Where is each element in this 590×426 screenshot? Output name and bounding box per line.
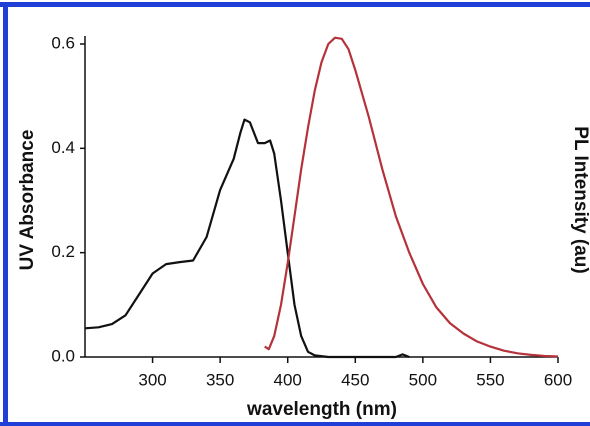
x-tick-label: 400 bbox=[274, 370, 302, 389]
frame-left bbox=[3, 2, 8, 426]
y-tick-label: 0.6 bbox=[51, 33, 75, 52]
y2-axis-title: PL Intensity (au) bbox=[570, 126, 590, 273]
y-tick-label: 0.4 bbox=[51, 138, 75, 157]
frame-top bbox=[0, 2, 590, 7]
x-tick-label: 450 bbox=[341, 370, 369, 389]
x-tick-label: 350 bbox=[206, 370, 234, 389]
y-tick-label: 0.2 bbox=[51, 242, 75, 261]
series-line bbox=[84, 118, 410, 359]
x-tick-label: 500 bbox=[409, 370, 437, 389]
frame-bottom bbox=[0, 422, 590, 426]
x-tick-label: 300 bbox=[138, 370, 166, 389]
y-tick-label: 0.0 bbox=[51, 346, 75, 365]
series-line bbox=[264, 36, 559, 358]
x-tick-label: 550 bbox=[476, 370, 504, 389]
x-tick-label: 600 bbox=[544, 370, 572, 389]
y-axis-title: UV Absorbance bbox=[17, 130, 38, 271]
x-axis-title: wavelength (nm) bbox=[246, 399, 397, 420]
